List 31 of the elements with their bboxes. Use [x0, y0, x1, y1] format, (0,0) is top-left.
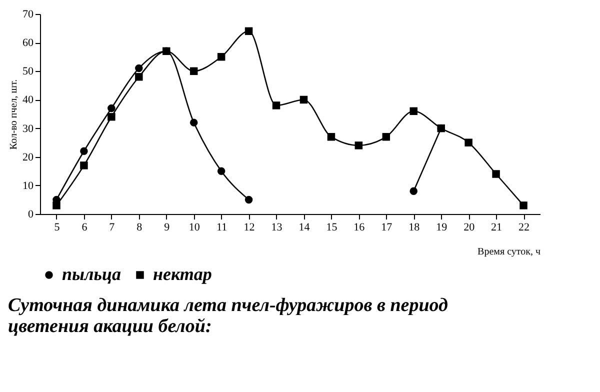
x-tick-label: 17	[381, 222, 393, 234]
x-tick-label: 13	[271, 222, 283, 234]
x-tick-label: 18	[408, 222, 420, 234]
x-axis-title: Время суток, ч	[478, 246, 540, 258]
y-tick-label: 10	[22, 180, 34, 192]
x-tick-label: 15	[326, 222, 338, 234]
legend-label: пыльца	[62, 264, 121, 284]
y-tick-label: 60	[22, 37, 34, 50]
x-tick-label: 10	[188, 222, 200, 234]
y-tick-label: 20	[22, 151, 34, 164]
x-tick-label: 7	[109, 222, 116, 234]
x-tick-label: 9	[164, 222, 170, 234]
x-tick-label: 5	[54, 222, 60, 234]
y-tick-label: 70	[22, 8, 34, 20]
x-tick-label: 19	[436, 222, 448, 234]
y-tick-label: 0	[28, 208, 34, 220]
legend-label: нектар	[153, 264, 212, 284]
x-tick-label: 20	[464, 222, 476, 234]
y-tick-label: 40	[22, 94, 34, 106]
y-tick-label: 30	[22, 122, 34, 135]
x-tick-label: 11	[216, 222, 228, 234]
x-tick-label: 14	[298, 222, 310, 234]
x-tick-label: 12	[244, 222, 255, 234]
x-tick-label: 22	[518, 222, 530, 234]
y-axis-title: Кол-во пчел, шт.	[8, 79, 20, 150]
x-tick-label: 8	[136, 222, 143, 234]
x-tick-label: 16	[354, 222, 366, 234]
x-tick-label: 21	[491, 222, 502, 234]
y-tick-label: 50	[22, 66, 34, 78]
x-tick-label: 6	[82, 222, 88, 234]
text: Суточная динамика лета пчел-фуражиров в период цветения акации белой:	[8, 295, 448, 337]
